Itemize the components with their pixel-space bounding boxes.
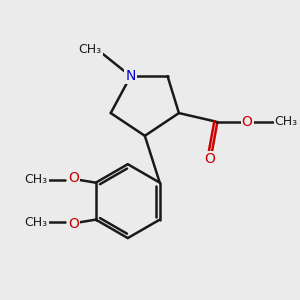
Text: O: O: [242, 115, 253, 129]
Text: CH₃: CH₃: [25, 173, 48, 186]
Text: CH₃: CH₃: [275, 115, 298, 128]
Text: CH₃: CH₃: [79, 44, 102, 56]
Text: N: N: [125, 69, 136, 83]
Text: O: O: [205, 152, 216, 166]
Text: O: O: [68, 171, 80, 185]
Text: O: O: [68, 217, 80, 231]
Text: CH₃: CH₃: [25, 216, 48, 229]
